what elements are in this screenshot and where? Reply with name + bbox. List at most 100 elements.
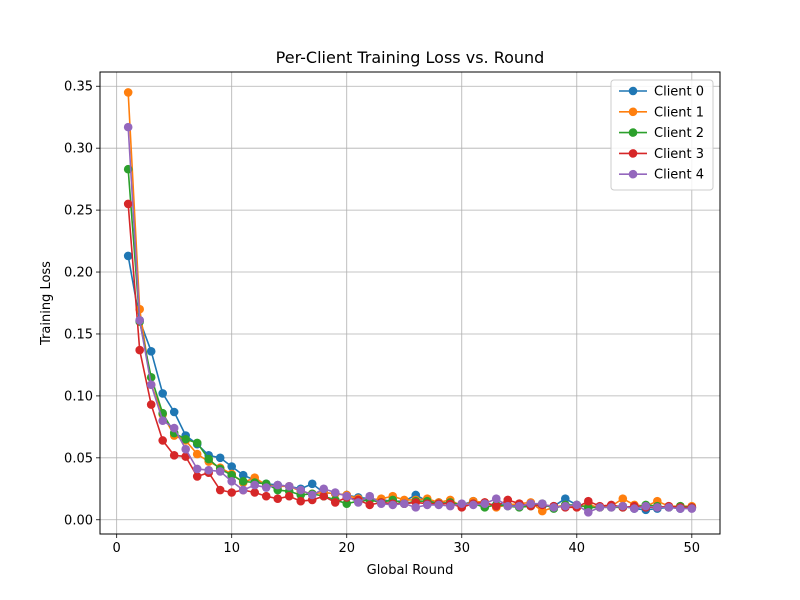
- data-point: [583, 508, 593, 517]
- data-point: [215, 453, 225, 463]
- y-tick-label: 0.25: [64, 204, 93, 219]
- legend-label: Client 4: [654, 168, 704, 183]
- data-point: [227, 488, 237, 497]
- data-point: [399, 499, 409, 508]
- data-point: [284, 482, 294, 491]
- data-point: [238, 477, 248, 486]
- data-point: [365, 491, 375, 501]
- data-point: [526, 499, 536, 508]
- data-point: [330, 498, 340, 507]
- data-point: [342, 491, 352, 501]
- data-point: [641, 501, 651, 511]
- x-tick-label: 0: [113, 541, 121, 556]
- data-point: [491, 494, 501, 503]
- data-point: [537, 506, 547, 516]
- data-point: [204, 465, 214, 475]
- data-point: [123, 199, 133, 209]
- data-point: [468, 500, 478, 510]
- data-point: [135, 316, 144, 325]
- data-point: [664, 503, 674, 512]
- legend-label: Client 3: [654, 147, 704, 162]
- legend-marker: [628, 169, 638, 179]
- data-point: [503, 501, 513, 511]
- y-axis-label: Training Loss: [39, 261, 54, 346]
- data-point: [630, 504, 639, 513]
- y-tick-label: 0.10: [64, 389, 93, 404]
- x-axis-label: Global Round: [367, 563, 454, 578]
- data-point: [169, 407, 179, 417]
- y-tick-label: 0.35: [64, 80, 93, 95]
- data-point: [123, 88, 133, 97]
- y-tick-label: 0.30: [64, 142, 93, 157]
- legend-marker: [628, 149, 638, 158]
- data-point: [411, 503, 421, 512]
- data-point: [445, 501, 455, 511]
- data-point: [192, 464, 202, 474]
- data-point: [319, 484, 329, 494]
- legend-label: Client 1: [654, 105, 704, 120]
- data-point: [227, 470, 237, 480]
- series-client-4: [123, 122, 697, 517]
- data-point: [618, 494, 628, 503]
- series-layer: [123, 88, 697, 517]
- data-point: [491, 501, 501, 511]
- data-point: [250, 480, 260, 490]
- data-point: [560, 501, 570, 511]
- data-point: [434, 500, 444, 510]
- legend-box: [610, 79, 714, 191]
- legend-label: Client 2: [654, 126, 704, 141]
- legend-item: Client 1: [619, 105, 704, 120]
- y-tick-label: 0.20: [64, 266, 93, 281]
- data-point: [503, 495, 513, 505]
- legend-marker: [628, 128, 638, 137]
- data-point: [123, 122, 133, 132]
- legend-marker: [628, 86, 638, 96]
- data-point: [296, 496, 306, 506]
- data-point: [215, 485, 225, 495]
- data-point: [238, 485, 248, 495]
- x-axis-ticks: 0 10 20 30 40 50: [113, 534, 700, 556]
- x-tick-label: 20: [338, 541, 355, 556]
- data-point: [158, 416, 167, 425]
- data-point: [307, 490, 317, 500]
- y-tick-label: 0.00: [64, 513, 93, 528]
- data-point: [560, 494, 570, 503]
- data-point: [146, 380, 156, 390]
- data-point: [422, 500, 432, 510]
- data-point: [296, 485, 306, 495]
- data-point: [169, 451, 179, 460]
- data-point: [572, 500, 582, 510]
- data-point: [549, 503, 559, 512]
- legend-item: Client 4: [619, 168, 704, 183]
- data-point: [514, 501, 524, 511]
- data-point: [192, 449, 202, 459]
- data-point: [583, 496, 593, 506]
- data-point: [687, 504, 697, 513]
- data-point: [181, 444, 190, 454]
- data-point: [204, 454, 214, 464]
- data-point: [146, 400, 156, 409]
- data-point: [342, 499, 352, 508]
- data-point: [676, 504, 685, 513]
- data-point: [227, 462, 237, 471]
- data-point: [158, 436, 167, 445]
- data-point: [284, 491, 294, 501]
- y-tick-label: 0.15: [64, 327, 93, 342]
- data-point: [376, 499, 386, 508]
- y-tick-label: 0.05: [64, 451, 93, 466]
- data-point: [192, 472, 202, 481]
- data-point: [123, 251, 133, 261]
- data-point: [273, 494, 283, 503]
- data-point: [273, 480, 283, 490]
- data-point: [146, 347, 156, 356]
- data-point: [261, 491, 271, 501]
- x-tick-label: 40: [569, 541, 586, 556]
- data-point: [319, 491, 329, 501]
- x-tick-label: 10: [223, 541, 240, 556]
- legend-item: Client 2: [619, 126, 704, 141]
- legend-label: Client 0: [654, 85, 704, 100]
- legend-item: Client 0: [619, 85, 704, 100]
- data-point: [250, 488, 260, 497]
- data-point: [388, 500, 398, 510]
